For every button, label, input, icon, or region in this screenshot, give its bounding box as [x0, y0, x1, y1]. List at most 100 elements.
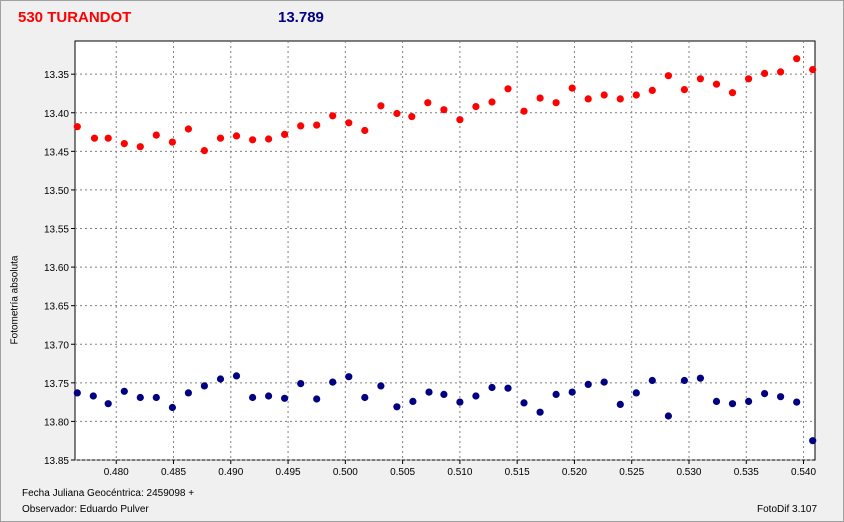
target-point	[648, 86, 656, 94]
check-star-point	[680, 376, 689, 385]
check-star-point	[377, 382, 385, 390]
x-tick-label: 0.535	[734, 467, 759, 478]
check-star-point	[632, 389, 640, 397]
check-star-point	[393, 403, 401, 411]
check-star-point	[552, 390, 560, 398]
y-tick-label: 13.75	[44, 379, 69, 390]
target-point	[345, 119, 353, 127]
check-star-point	[265, 392, 273, 400]
check-star-point	[793, 398, 801, 406]
target-point	[184, 125, 192, 133]
x-tick-label: 0.540	[791, 467, 816, 478]
target-point	[745, 75, 753, 83]
y-tick-label: 13.55	[44, 225, 69, 236]
check-star-point	[536, 408, 544, 416]
target-point	[728, 89, 737, 97]
y-tick-label: 13.80	[44, 417, 69, 428]
target-point	[488, 98, 496, 106]
check-star-point	[200, 382, 208, 390]
target-point	[393, 109, 401, 118]
check-star-point	[761, 390, 769, 398]
check-star-point	[616, 400, 624, 408]
check-star-point	[345, 373, 353, 381]
target-point	[761, 69, 769, 77]
target-point	[552, 99, 560, 107]
check-star-point	[104, 400, 112, 408]
check-star-point	[89, 392, 97, 400]
target-point	[200, 147, 208, 155]
target-point	[90, 134, 99, 142]
y-tick-label: 13.50	[44, 186, 69, 197]
check-star-point	[361, 393, 369, 402]
target-point	[232, 132, 241, 140]
target-point	[249, 136, 257, 144]
check-star-point	[73, 389, 81, 397]
x-tick-label: 0.485	[161, 467, 186, 478]
check-star-point	[281, 394, 289, 402]
julian-date-label: Fecha Juliana Geocéntrica: 2459098 +	[22, 488, 195, 499]
target-point	[297, 122, 305, 130]
check-star-point	[456, 398, 464, 406]
x-tick-label: 0.525	[619, 467, 644, 478]
target-point	[136, 143, 144, 151]
target-point	[281, 130, 289, 138]
check-star-point	[777, 393, 785, 401]
check-star-point	[329, 378, 337, 386]
y-tick-label: 13.85	[44, 456, 69, 467]
check-star-point	[568, 388, 576, 396]
target-point	[440, 106, 448, 114]
target-point	[216, 134, 225, 142]
target-point	[377, 102, 385, 110]
target-point	[680, 86, 689, 94]
x-tick-label: 0.510	[447, 467, 472, 478]
target-point	[104, 134, 112, 142]
target-point	[616, 95, 624, 103]
check-star-point	[152, 393, 160, 402]
target-point	[536, 94, 544, 102]
target-point	[408, 113, 416, 121]
target-point	[600, 91, 608, 99]
x-tick-label: 0.530	[676, 467, 701, 478]
check-star-point	[520, 399, 528, 407]
check-star-point	[472, 392, 480, 400]
y-tick-label: 13.70	[44, 340, 69, 351]
x-tick-label: 0.505	[390, 467, 415, 478]
target-point	[265, 135, 273, 143]
target-point	[504, 85, 512, 93]
check-star-point	[249, 393, 257, 402]
asteroid-title: 530 TURANDOT	[18, 9, 132, 26]
target-point	[424, 99, 432, 107]
check-star-point	[584, 380, 592, 388]
target-point	[632, 91, 640, 99]
x-tick-label: 0.520	[562, 467, 587, 478]
y-tick-label: 13.35	[44, 70, 69, 81]
target-point	[73, 123, 81, 131]
y-tick-label: 13.40	[44, 109, 69, 120]
target-point	[584, 95, 592, 103]
y-axis-label: Fotometría absoluta	[9, 255, 21, 345]
target-point	[168, 138, 176, 146]
check-star-point	[504, 384, 512, 392]
x-tick-label: 0.515	[505, 467, 530, 478]
target-point	[313, 121, 321, 129]
target-point	[777, 68, 785, 76]
check-star-point	[488, 383, 496, 392]
target-point	[809, 66, 817, 74]
check-star-point	[184, 389, 192, 397]
check-star-point	[440, 390, 448, 398]
target-point	[664, 72, 673, 80]
y-tick-label: 13.65	[44, 302, 69, 313]
check-star-point	[216, 375, 225, 383]
target-point	[152, 131, 160, 139]
check-star-point	[809, 437, 817, 445]
target-point	[696, 75, 705, 83]
observer-label: Observador: Eduardo Pulver	[22, 504, 149, 515]
reference-magnitude: 13.789	[278, 9, 324, 26]
target-point	[793, 55, 801, 63]
target-point	[712, 80, 721, 88]
target-point	[361, 126, 369, 135]
target-point	[329, 112, 337, 120]
check-star-point	[168, 403, 176, 412]
check-star-point	[664, 412, 673, 420]
